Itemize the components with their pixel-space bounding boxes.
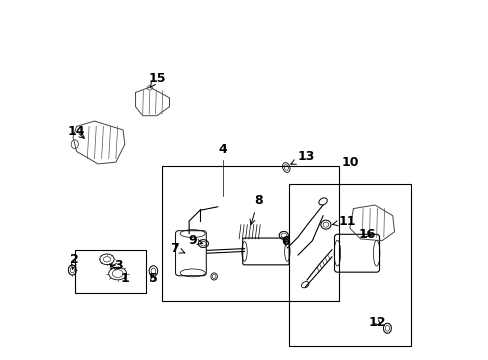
Bar xyxy=(162,166,339,301)
Text: 3: 3 xyxy=(111,259,123,272)
Bar xyxy=(288,184,410,346)
Text: 1: 1 xyxy=(110,264,129,285)
Text: 4: 4 xyxy=(218,143,227,156)
Text: 12: 12 xyxy=(367,316,385,329)
Text: 6: 6 xyxy=(280,235,289,248)
Text: 13: 13 xyxy=(290,150,314,164)
Text: 16: 16 xyxy=(358,228,375,241)
Text: 8: 8 xyxy=(249,194,262,225)
Text: 9: 9 xyxy=(188,234,202,247)
Text: 14: 14 xyxy=(68,125,85,138)
Text: 15: 15 xyxy=(148,72,165,87)
Bar xyxy=(75,249,146,293)
Text: 5: 5 xyxy=(148,272,157,285)
Text: 2: 2 xyxy=(70,253,79,269)
Text: 11: 11 xyxy=(332,215,355,228)
Text: 10: 10 xyxy=(341,157,358,170)
Text: 7: 7 xyxy=(170,242,184,255)
